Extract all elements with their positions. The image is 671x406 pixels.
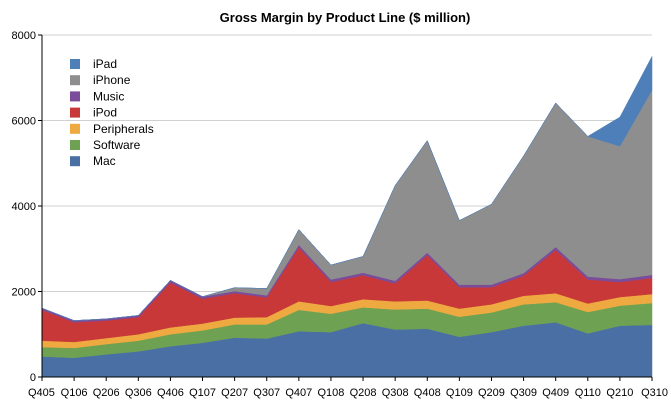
legend-swatch: [70, 107, 80, 118]
x-tick-label: Q309: [510, 387, 537, 399]
x-tick-label: Q108: [317, 387, 344, 399]
x-tick-label: Q207: [221, 387, 248, 399]
legend-item-music: Music: [70, 89, 124, 103]
legend-label: Software: [93, 138, 141, 152]
x-tick-label: Q409: [542, 387, 569, 399]
x-tick-label: Q209: [478, 387, 505, 399]
legend-item-ipad: iPad: [70, 57, 117, 71]
y-tick-label: 0: [30, 372, 36, 384]
area-ipad: [41, 56, 653, 321]
x-tick-label: Q405: [28, 387, 55, 399]
x-tick-label: Q310: [641, 387, 668, 399]
legend-swatch: [70, 140, 80, 150]
legend-label: Mac: [93, 154, 116, 168]
x-tick-label: Q306: [125, 387, 152, 399]
x-tick-label: Q106: [61, 387, 88, 399]
x-tick-label: Q206: [93, 387, 120, 399]
x-tick-label: Q406: [157, 387, 184, 399]
x-tick-label: Q107: [189, 387, 216, 399]
x-tick-label: Q208: [350, 387, 377, 399]
x-tick-label: Q408: [414, 387, 441, 399]
legend-label: iPod: [93, 106, 117, 120]
x-tick-label: Q308: [382, 387, 409, 399]
legend-label: Peripherals: [93, 122, 154, 136]
legend-label: Music: [93, 89, 124, 103]
y-tick-label: 2000: [12, 287, 36, 299]
legend-item-iphone: iPhone: [70, 73, 131, 87]
y-tick-label: 8000: [12, 30, 36, 42]
legend-item-peripherals: Peripherals: [70, 122, 154, 136]
legend-swatch: [70, 156, 80, 167]
legend-item-mac: Mac: [70, 154, 116, 168]
legend: iPad iPhone Music iPod Peripherals Software Ma…: [70, 57, 154, 168]
x-tick-label: Q407: [285, 387, 312, 399]
legend-label: iPad: [93, 57, 117, 71]
x-tick-label: Q307: [253, 387, 280, 399]
y-tick-label: 6000: [12, 116, 36, 128]
legend-label: iPhone: [93, 73, 131, 87]
legend-swatch: [70, 123, 80, 134]
stacked-areas: [41, 56, 653, 378]
x-tick-label: Q210: [606, 387, 633, 399]
legend-item-ipod: iPod: [70, 106, 117, 120]
x-tick-label: Q109: [446, 387, 473, 399]
legend-item-software: Software: [70, 138, 141, 152]
y-tick-label: 4000: [12, 201, 36, 213]
x-axis-ticks: Q405 Q106 Q206 Q306 Q406 Q107 Q207 Q307 Q407 Q108…: [28, 377, 668, 399]
x-tick-label: Q110: [575, 387, 601, 399]
legend-swatch: [70, 91, 80, 102]
y-axis-ticks: 0 2000 4000 6000 8000: [12, 30, 42, 384]
chart-title: Gross Margin by Product Line ($ million): [220, 10, 471, 25]
legend-swatch: [70, 59, 80, 69]
legend-swatch: [70, 75, 80, 86]
